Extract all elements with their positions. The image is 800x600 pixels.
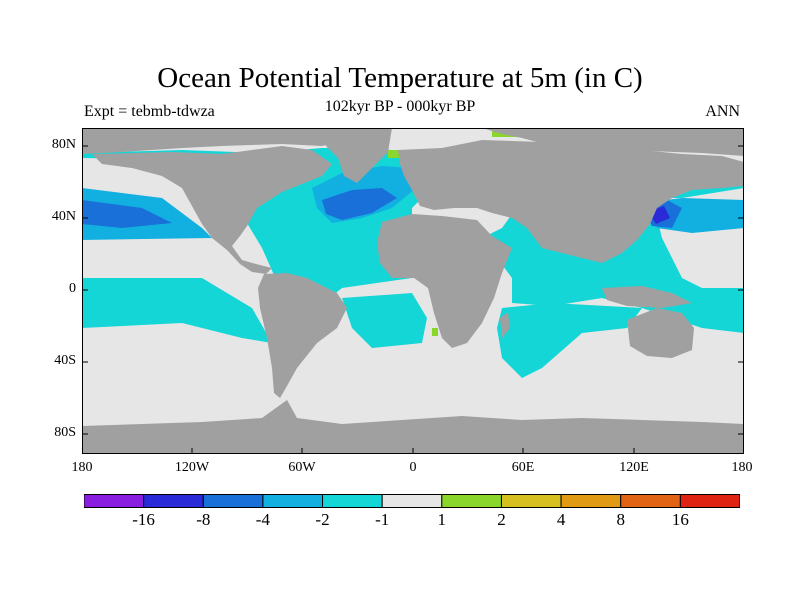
anomaly-cool-light-south-atlantic [342, 293, 427, 348]
land-north-america [92, 146, 332, 274]
land-africa [377, 214, 512, 348]
lon-label: 60E [511, 460, 535, 475]
land-australia [627, 308, 694, 358]
land-antarctica [82, 400, 744, 454]
colorbar-label: 16 [671, 510, 689, 529]
colorbar-label: 2 [497, 510, 506, 529]
anomaly-cool-light-indian [497, 303, 642, 378]
anomaly-cool-strong-atlantic [322, 188, 397, 220]
land-madagascar [500, 312, 510, 338]
colorbar-swatch [620, 494, 681, 508]
colorbar-swatch [143, 494, 204, 508]
colorbar-swatch [560, 494, 622, 508]
world-map [82, 128, 744, 454]
colorbar-label: 8 [616, 510, 625, 529]
lon-label: 120W [174, 460, 210, 475]
map-title: Ocean Potential Temperature at 5m (in C) [157, 62, 643, 94]
map-subtitle: 102kyr BP - 000kyr BP [324, 98, 476, 115]
land-south-america [258, 273, 347, 398]
colorbar-label: 1 [437, 510, 447, 529]
lat-label: 40S [54, 353, 76, 368]
colorbar-label: -16 [132, 510, 155, 529]
colorbar-label: 4 [556, 510, 566, 529]
colorbar-swatch [84, 494, 145, 508]
colorbar-label: -1 [375, 510, 390, 529]
land-indonesia [602, 286, 692, 308]
colorbar-swatch [262, 494, 324, 508]
season-label: ANN [705, 103, 740, 120]
colorbar-swatch [381, 494, 443, 508]
lon-label: 120E [619, 460, 649, 475]
colorbar-label: -4 [255, 510, 270, 529]
anomaly-warm-patch [432, 328, 438, 336]
lat-label: 80N [51, 137, 76, 152]
lon-label: 60W [288, 460, 316, 475]
colorbar-swatch [441, 494, 502, 508]
land-eurasia [398, 140, 744, 263]
lon-label: 0 [409, 460, 417, 475]
colorbar-swatch [500, 494, 562, 508]
colorbar-label: -2 [315, 510, 330, 529]
lon-label: 180 [731, 460, 753, 475]
colorbar-swatch [322, 494, 383, 508]
colorbar-swatch [679, 494, 740, 508]
axis-ticks [82, 145, 744, 454]
land-arctic [82, 128, 744, 156]
anomaly-cool-light-south [82, 278, 272, 343]
lon-label: 180 [71, 460, 93, 475]
colorbar-label: -8 [196, 510, 211, 529]
experiment-label: Expt = tebmb-tdwza [84, 103, 215, 120]
colorbar-swatch [202, 494, 264, 508]
land-greenland [322, 128, 392, 183]
anomaly-cool-strong-pacific [82, 200, 172, 228]
lat-label: 0 [69, 281, 76, 296]
lat-label: 40N [51, 209, 76, 224]
lat-label: 80S [54, 425, 76, 440]
colorbar [84, 494, 740, 508]
